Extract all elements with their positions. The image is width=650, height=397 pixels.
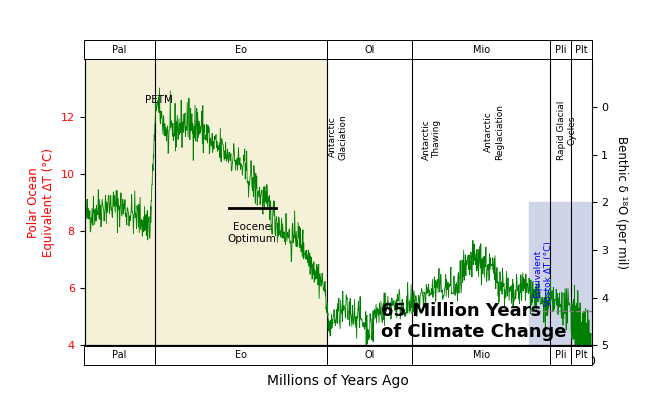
Bar [327,40,412,59]
Bar [571,40,592,59]
Bar [155,40,327,59]
Text: Pal: Pal [112,351,127,360]
Bar [550,40,571,59]
Text: Antarctic
Reglaciation: Antarctic Reglaciation [484,104,504,160]
Bar [327,346,412,365]
Y-axis label: Benthic δ ¹⁸O (per mil): Benthic δ ¹⁸O (per mil) [615,136,628,269]
Bar [84,40,155,59]
Text: Eo: Eo [235,44,247,54]
Y-axis label: Polar Ocean
Equivalent ΔT (°C): Polar Ocean Equivalent ΔT (°C) [27,148,55,257]
Text: PETM: PETM [145,95,172,105]
Bar [412,346,550,365]
Text: Plt: Plt [575,44,588,54]
Text: Equivalent
Vostok ΔT (°C): Equivalent Vostok ΔT (°C) [534,241,553,306]
X-axis label: Millions of Years Ago: Millions of Years Ago [267,374,409,387]
Text: Ol: Ol [365,351,375,360]
Bar [529,202,592,345]
Text: Pal: Pal [112,44,127,54]
Text: Antarctic
Glaciation: Antarctic Glaciation [328,114,348,160]
Text: Eo: Eo [235,351,247,360]
Bar [550,346,571,365]
Text: 65 Million Years
of Climate Change: 65 Million Years of Climate Change [381,302,566,341]
Text: Plt: Plt [575,351,588,360]
Text: Rapid Glacial
Cycles: Rapid Glacial Cycles [557,100,577,160]
Text: Ol: Ol [365,44,375,54]
Text: Mio: Mio [473,44,489,54]
Text: Pli: Pli [555,44,566,54]
Bar [84,60,327,345]
Bar [155,346,327,365]
Text: Pli: Pli [555,351,566,360]
Bar [412,40,550,59]
Text: Mio: Mio [473,351,489,360]
Text: Antarctic
Thawing: Antarctic Thawing [422,119,441,160]
Bar [84,346,155,365]
Bar [571,346,592,365]
Text: Eocene
Optimum: Eocene Optimum [227,222,277,244]
